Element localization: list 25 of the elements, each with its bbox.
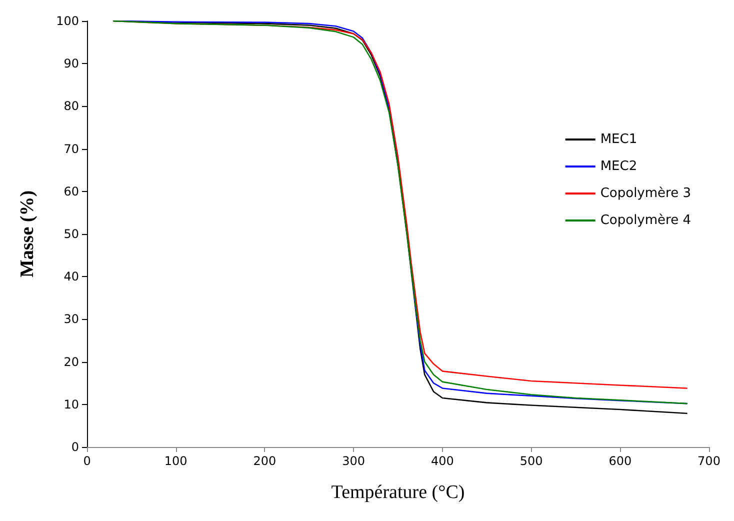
- y-tick-label: 90: [64, 56, 79, 71]
- y-tick-label: 30: [64, 312, 79, 326]
- x-tick-label: 200: [253, 454, 276, 468]
- x-tick-label: 400: [430, 454, 454, 468]
- y-tick-label: 50: [64, 227, 79, 241]
- legend-label: Copolymère 3: [600, 186, 692, 201]
- y-tick-label: 60: [64, 184, 79, 198]
- x-tick-label: 100: [164, 454, 188, 468]
- x-tick-label: 600: [608, 454, 632, 468]
- y-tick-label: 10: [64, 397, 79, 412]
- x-axis-title: Température (°C): [331, 482, 465, 503]
- y-tick-label: 20: [64, 354, 79, 369]
- x-tick-label: 0: [83, 454, 91, 468]
- y-tick-label: 100: [56, 14, 79, 28]
- y-tick-label: 40: [64, 270, 79, 284]
- legend-label: MEC2: [600, 159, 638, 174]
- x-tick-label: 500: [520, 454, 543, 468]
- legend-label: MEC1: [600, 132, 638, 147]
- y-axis-title: Masse (%): [17, 190, 38, 278]
- y-tick-label: 70: [64, 142, 79, 156]
- legend-label: Copolymère 4: [600, 213, 692, 228]
- y-tick-label: 80: [64, 99, 79, 114]
- x-tick-label: 700: [698, 454, 720, 468]
- y-tick-label: 0: [71, 440, 79, 454]
- x-tick-label: 300: [342, 454, 366, 468]
